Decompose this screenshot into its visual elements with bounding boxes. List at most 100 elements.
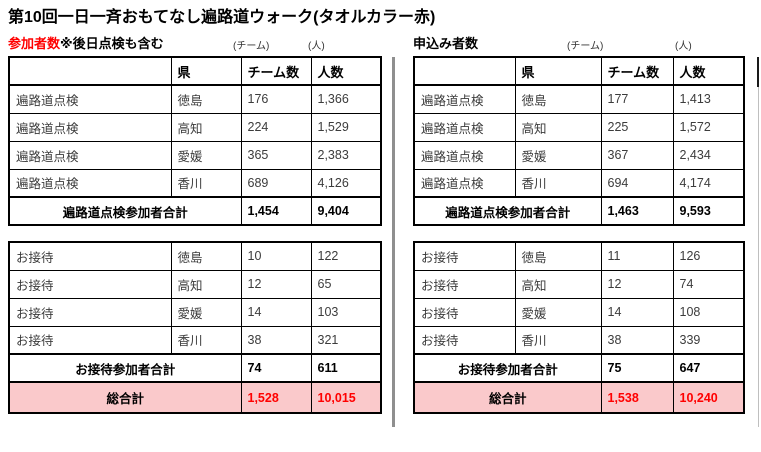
teams-cell: 689 (240, 168, 312, 198)
teams-cell: 14 (600, 297, 674, 327)
teams-cell: 177 (600, 84, 674, 114)
applicants-inspection-table: 県 チーム数 人数 遍路道点検 徳島 177 1,413 遍路道点検 高知 22… (413, 56, 745, 226)
total-label-cell: 遍路道点検参加者合計 (8, 196, 242, 226)
table-row: お接待 愛媛 14 108 (413, 297, 745, 327)
category-cell: 遍路道点検 (413, 112, 516, 142)
people-cell: 1,413 (672, 84, 745, 114)
panel-separator-line (392, 57, 395, 427)
prefecture-cell: 徳島 (170, 241, 242, 271)
category-cell: 遍路道点検 (413, 140, 516, 170)
category-cell: お接待 (8, 297, 172, 327)
prefecture-cell: 香川 (170, 325, 242, 355)
category-cell: お接待 (413, 241, 516, 271)
applicants-label: 申込み者数 (413, 36, 479, 51)
cropped-table-edge-line-faint (758, 87, 759, 427)
teams-total-cell: 1,463 (600, 196, 674, 226)
table-row: 遍路道点検 香川 694 4,174 (413, 168, 745, 198)
teams-cell: 224 (240, 112, 312, 142)
prefecture-cell: 高知 (514, 112, 602, 142)
table-row: 遍路道点検 香川 689 4,126 (8, 168, 382, 198)
teams-cell: 367 (600, 140, 674, 170)
category-cell: お接待 (8, 269, 172, 299)
category-cell: 遍路道点検 (413, 84, 516, 114)
prefecture-cell: 愛媛 (514, 297, 602, 327)
table-row: 遍路道点検 高知 225 1,572 (413, 112, 745, 142)
category-cell: お接待 (413, 297, 516, 327)
people-cell: 126 (672, 241, 745, 271)
table-row: お接待 徳島 11 126 (413, 241, 745, 271)
category-cell: 遍路道点検 (8, 112, 172, 142)
participants-panel: 参加者数※後日点検も含む (チーム) (人) 県 チーム数 人数 遍路道点検 徳… (8, 33, 382, 414)
osettai-total-row: お接待参加者合計 74 611 (8, 353, 382, 383)
total-label-cell: 遍路道点検参加者合計 (413, 196, 602, 226)
people-header: 人数 (310, 56, 382, 86)
category-cell: 遍路道点検 (8, 140, 172, 170)
prefecture-cell: 香川 (514, 325, 602, 355)
people-cell: 1,366 (310, 84, 382, 114)
table-row: お接待 香川 38 339 (413, 325, 745, 355)
grand-total-people-cell: 10,015 (310, 381, 382, 414)
total-label-cell: お接待参加者合計 (8, 353, 242, 383)
unit-person-label: (人) (675, 41, 692, 52)
grand-total-people-cell: 10,240 (672, 381, 745, 414)
participants-subtitle: 参加者数※後日点検も含む (チーム) (人) (8, 33, 380, 56)
teams-cell: 12 (600, 269, 674, 299)
category-cell: お接待 (8, 325, 172, 355)
prefecture-cell: 徳島 (514, 241, 602, 271)
table-row: 遍路道点検 愛媛 365 2,383 (8, 140, 382, 170)
people-total-cell: 611 (310, 353, 382, 383)
total-label-cell: お接待参加者合計 (413, 353, 602, 383)
unit-team-label: (チーム) (567, 41, 604, 52)
teams-total-cell: 75 (600, 353, 674, 383)
teams-header: チーム数 (600, 56, 674, 86)
participants-label: 参加者数 (8, 36, 61, 51)
people-cell: 65 (310, 269, 382, 299)
people-cell: 122 (310, 241, 382, 271)
prefecture-cell: 高知 (170, 112, 242, 142)
people-cell: 74 (672, 269, 745, 299)
category-cell: お接待 (8, 241, 172, 271)
applicants-osettai-table: お接待 徳島 11 126 お接待 高知 12 74 お接待 愛媛 14 108… (413, 241, 745, 414)
prefecture-cell: 香川 (170, 168, 242, 198)
participants-note: ※後日点検も含む (60, 36, 164, 51)
prefecture-cell: 香川 (514, 168, 602, 198)
category-header (8, 56, 172, 86)
prefecture-cell: 高知 (170, 269, 242, 299)
people-cell: 103 (310, 297, 382, 327)
prefecture-header: 県 (514, 56, 602, 86)
teams-cell: 12 (240, 269, 312, 299)
osettai-total-row: お接待参加者合計 75 647 (413, 353, 745, 383)
teams-cell: 225 (600, 112, 674, 142)
people-total-cell: 9,593 (672, 196, 745, 226)
grand-total-teams-cell: 1,528 (240, 381, 312, 414)
category-cell: お接待 (413, 269, 516, 299)
teams-cell: 10 (240, 241, 312, 271)
grand-total-row: 総合計 1,538 10,240 (413, 381, 745, 414)
unit-team-label: (チーム) (233, 41, 270, 52)
category-cell: 遍路道点検 (8, 84, 172, 114)
table-header-row: 県 チーム数 人数 (8, 56, 382, 86)
people-cell: 339 (672, 325, 745, 355)
category-cell: 遍路道点検 (413, 168, 516, 198)
people-total-cell: 9,404 (310, 196, 382, 226)
inspection-total-row: 遍路道点検参加者合計 1,463 9,593 (413, 196, 745, 226)
teams-cell: 694 (600, 168, 674, 198)
table-header-row: 県 チーム数 人数 (413, 56, 745, 86)
table-row: お接待 高知 12 65 (8, 269, 382, 299)
teams-cell: 365 (240, 140, 312, 170)
prefecture-header: 県 (170, 56, 242, 86)
table-row: 遍路道点検 徳島 176 1,366 (8, 84, 382, 114)
participants-osettai-table: お接待 徳島 10 122 お接待 高知 12 65 お接待 愛媛 14 103… (8, 241, 382, 414)
people-cell: 4,126 (310, 168, 382, 198)
teams-cell: 14 (240, 297, 312, 327)
teams-cell: 38 (600, 325, 674, 355)
teams-cell: 176 (240, 84, 312, 114)
category-cell: 遍路道点検 (8, 168, 172, 198)
people-cell: 2,383 (310, 140, 382, 170)
people-header: 人数 (672, 56, 745, 86)
table-row: 遍路道点検 高知 224 1,529 (8, 112, 382, 142)
category-header (413, 56, 516, 86)
cropped-table-edge-line (757, 57, 759, 87)
teams-cell: 11 (600, 241, 674, 271)
page-title: 第10回一日一斉おもてなし遍路道ウォーク(タオルカラー赤) (8, 9, 436, 26)
